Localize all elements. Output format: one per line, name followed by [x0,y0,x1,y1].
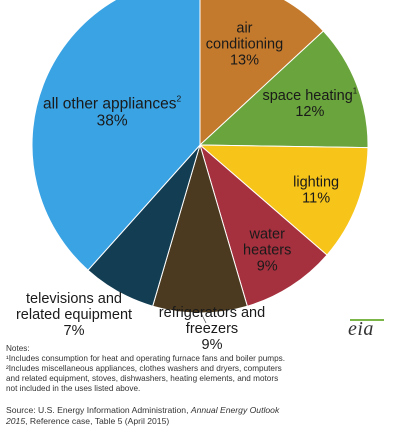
slice-lighting [198,144,369,256]
label-line: televisions and [26,291,122,307]
label-value: 7% [63,323,85,339]
note-line: not included in the uses listed above. [6,384,141,393]
label-air-conditioning: air conditioning 13% [206,21,283,69]
label-line: refrigerators and [158,305,266,321]
eia-logo: eia [348,318,374,340]
source-prefix: Source: U.S. Energy Information Administ… [6,405,191,415]
slice-refrigerators-and-freezers [152,143,248,314]
label-line: related equipment [15,307,133,323]
slice-space-heating [198,30,369,149]
pie-chart: air conditioning 13% space heating1 12% light… [31,0,369,324]
label-water-heaters: water heaters 9% [243,227,291,275]
label-televisions-and-related-equipment: televisions and related equipment 7% [4,291,144,339]
refrigerators-leader-line [199,310,207,324]
source-citation: Source: U.S. Energy Information Administ… [6,405,398,426]
label-lighting: lighting 11% [293,174,339,206]
source-year: 2015 [6,415,26,426]
slice-air-conditioning [199,0,325,147]
label-all-other-appliances: all other appliances2 38% [43,93,182,129]
slice-all-other-appliances [31,0,201,271]
notes-heading: Notes: [6,344,30,353]
label-line: freezers [185,321,239,337]
note-line: and related equipment, stoves, dishwashe… [6,374,279,383]
note-line: ¹Includes consumption for heat and opera… [6,354,286,363]
label-refrigerators-and-freezers: refrigerators and freezers 9% [152,305,272,353]
label-value: 9% [201,337,223,353]
note-line: ²Includes miscellaneous appliances, clot… [6,364,282,373]
slice-water-heaters [199,143,328,307]
source-suffix: , Reference case, Table 5 (April 2015) [25,415,170,426]
notes: Notes: ¹Includes consumption for heat an… [6,344,398,394]
label-space-heating: space heating1 12% [262,87,357,120]
eia-logo-bar [350,319,384,321]
source-publication: Annual Energy Outlook [190,405,280,415]
